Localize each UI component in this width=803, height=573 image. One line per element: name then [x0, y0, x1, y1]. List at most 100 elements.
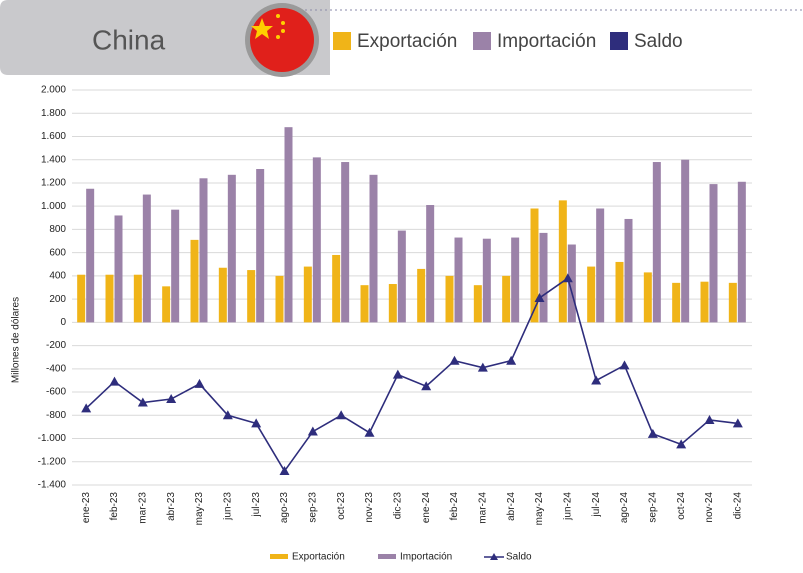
bar — [445, 275, 454, 323]
bar — [652, 162, 661, 323]
y-axis-label: Millones de dólares — [11, 297, 22, 383]
marker — [591, 375, 602, 385]
marker — [506, 355, 517, 365]
bar — [162, 286, 171, 323]
x-tick-label: mar-23 — [137, 492, 148, 524]
marker — [279, 466, 290, 476]
marker — [619, 360, 630, 370]
flag — [245, 3, 319, 77]
x-tick-label: nov-23 — [364, 492, 375, 523]
bar — [360, 285, 369, 323]
chart-title: China — [92, 24, 166, 55]
x-tick-label: feb-24 — [449, 492, 460, 521]
bar — [341, 162, 350, 323]
bar — [539, 232, 548, 323]
legend-label: Exportación — [292, 552, 345, 563]
y-tick-label: 200 — [49, 294, 66, 305]
marker — [81, 403, 92, 413]
marker — [336, 410, 347, 420]
legend-swatch — [333, 32, 351, 50]
x-tick-label: oct-23 — [336, 492, 347, 520]
bar — [454, 237, 463, 323]
bar — [199, 178, 208, 323]
bar — [596, 208, 605, 323]
x-tick-label: ene-23 — [81, 492, 92, 524]
bar — [369, 174, 378, 323]
bar — [142, 194, 151, 323]
bar — [426, 205, 435, 323]
x-tick-label: ene-24 — [421, 492, 432, 524]
bar — [624, 218, 633, 323]
legend-label: Saldo — [634, 31, 683, 52]
bar — [473, 285, 482, 323]
legend-swatch — [270, 554, 288, 559]
bar — [482, 238, 491, 323]
line — [85, 276, 738, 473]
legend-label: Saldo — [506, 552, 532, 563]
marker — [222, 410, 233, 420]
bar — [397, 230, 406, 323]
bar — [332, 254, 341, 323]
marker — [449, 355, 460, 365]
y-tick-label: -800 — [46, 410, 66, 421]
x-tick-label: abr-23 — [166, 492, 177, 521]
bar — [312, 157, 321, 323]
marker — [647, 428, 658, 438]
bar — [643, 272, 652, 323]
legend-swatch — [378, 554, 396, 559]
marker — [166, 394, 177, 404]
marker — [534, 292, 545, 302]
bar — [190, 239, 199, 323]
x-tick-label: may-24 — [534, 492, 545, 526]
marker — [392, 369, 403, 379]
y-tick-label: 1.600 — [41, 131, 66, 142]
bar — [114, 215, 123, 323]
y-tick-label: 1.000 — [41, 201, 66, 212]
bar — [417, 268, 426, 323]
x-tick-label: jul-23 — [251, 492, 262, 518]
bar — [587, 266, 596, 323]
bar — [247, 270, 256, 323]
marker — [364, 427, 375, 437]
bar — [284, 127, 293, 323]
bar — [86, 188, 95, 323]
legend-label: Importación — [400, 552, 452, 563]
x-tick-label: may-23 — [194, 492, 205, 526]
y-tick-label: -1.400 — [38, 480, 67, 491]
bar — [530, 208, 539, 323]
legend-label: Importación — [497, 31, 596, 52]
x-tick-label: mar-24 — [477, 492, 488, 524]
bar — [218, 267, 227, 323]
x-tick-label: dic-23 — [392, 492, 403, 520]
bar — [567, 244, 576, 323]
legend-swatch — [490, 553, 498, 560]
legend-swatch — [473, 32, 491, 50]
bar — [275, 275, 284, 323]
y-tick-label: -600 — [46, 387, 66, 398]
y-tick-label: 1.400 — [41, 154, 66, 165]
bar — [709, 184, 718, 323]
x-tick-label: oct-24 — [676, 492, 687, 520]
legend-label: Exportación — [357, 31, 457, 52]
y-tick-label: 0 — [60, 317, 66, 328]
bar — [558, 200, 567, 323]
marker — [562, 273, 573, 283]
bar — [728, 282, 737, 323]
x-tick-label: jun-23 — [222, 492, 233, 521]
y-tick-label: -200 — [46, 340, 66, 351]
bar — [171, 209, 180, 323]
bar — [737, 181, 746, 323]
x-tick-label: nov-24 — [704, 492, 715, 523]
y-tick-label: 2.000 — [41, 85, 66, 96]
marker — [307, 426, 318, 436]
bar — [77, 274, 86, 323]
marker — [109, 376, 120, 386]
bar — [502, 275, 511, 323]
x-tick-label: feb-23 — [109, 492, 120, 521]
bar — [511, 237, 520, 323]
y-tick-label: -1.000 — [38, 433, 67, 444]
bar — [388, 284, 397, 323]
bar — [672, 282, 681, 323]
y-tick-label: -1.200 — [38, 456, 67, 467]
